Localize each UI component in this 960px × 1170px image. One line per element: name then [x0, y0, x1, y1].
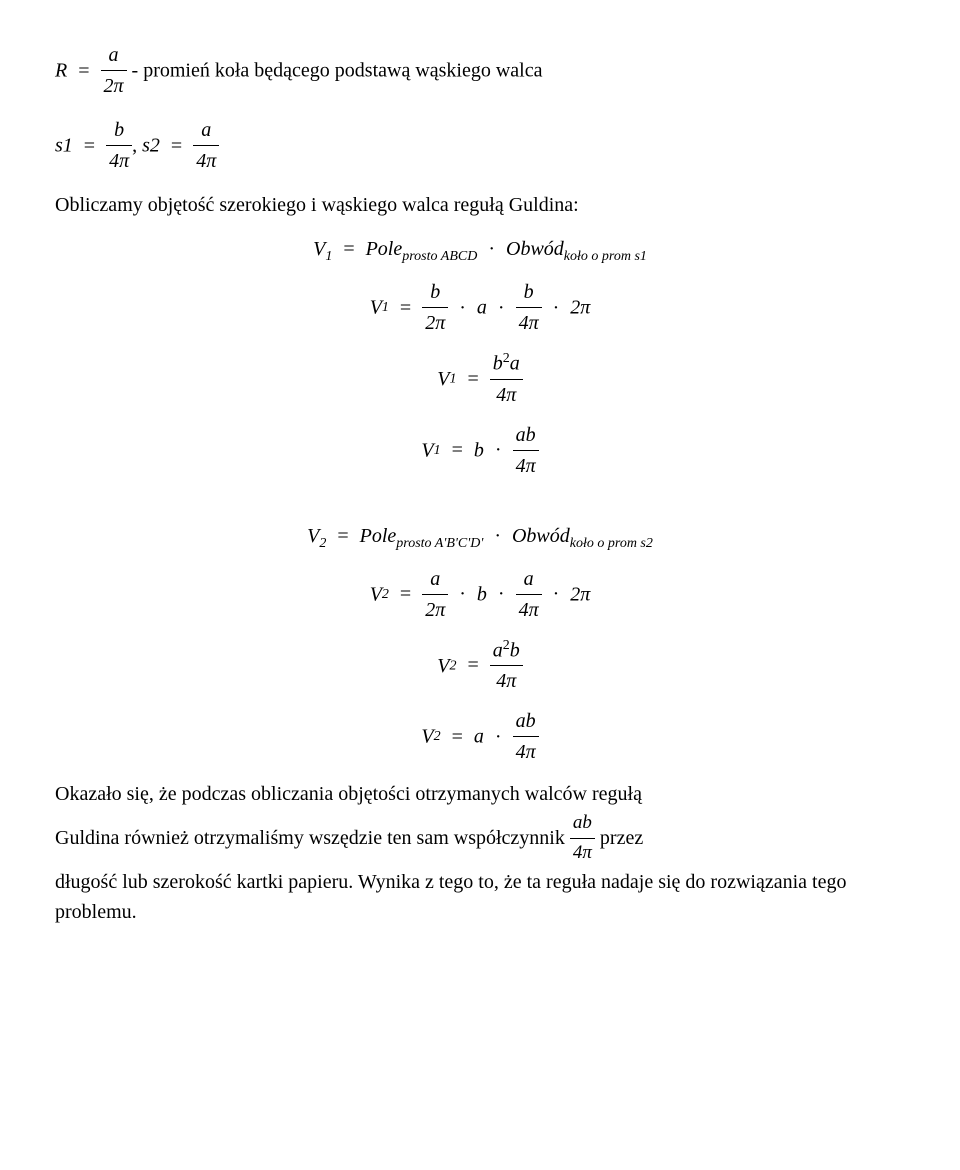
- var-V: V: [313, 238, 325, 260]
- eq-V2-expanded: V2 = a 2π · b · a 4π · 2π: [55, 564, 905, 625]
- conclusion-paragraph: Okazało się, że podczas obliczania objęt…: [55, 779, 905, 927]
- frac-ab-over-4pi-2: ab 4π: [513, 706, 539, 767]
- conclusion-line-2a: Guldina również otrzymaliśmy wszędzie te…: [55, 827, 570, 849]
- sub-kolo-s2: koło o prom s2: [570, 536, 653, 551]
- eq-V1-pole-obw: V1 = Poleprosto ABCD · Obwódkoło o prom …: [55, 234, 905, 267]
- Obwod: Obwód: [506, 238, 564, 260]
- sub-prosto-abcd: prosto ABCD: [402, 249, 477, 264]
- frac-a-over-4pi: a 4π: [193, 115, 219, 176]
- eq-V2-a2b: V2 = a2b 4π: [55, 635, 905, 697]
- eq: =: [165, 135, 188, 157]
- eq-V2-pole-obw: V2 = Poleprosto A'B'C'D' · Obwódkoło o p…: [55, 521, 905, 554]
- frac-a-over-2pi-2: a 2π: [422, 564, 448, 625]
- conclusion-line-1: Okazało się, że podczas obliczania objęt…: [55, 783, 642, 805]
- eq-V2-a-ab4pi: V2 = a · ab 4π: [55, 706, 905, 767]
- frac-a-over-4pi-2: a 4π: [516, 564, 542, 625]
- text-R-suffix: - promień koła będącego podstawą wąskieg…: [132, 60, 543, 82]
- var-s1: s1: [55, 135, 73, 157]
- frac-ab-over-4pi-inline: ab 4π: [570, 809, 595, 867]
- line-intro-guldin: Obliczamy objętość szerokiego i wąskiego…: [55, 190, 905, 220]
- conclusion-line-3: długość lub szerokość kartki papieru. Wy…: [55, 871, 846, 923]
- eq-V1-b2a: V1 = b2a 4π: [55, 348, 905, 410]
- frac-b-over-2pi: b 2π: [422, 277, 448, 338]
- eq-V1-expanded: V1 = b 2π · a · b 4π · 2π: [55, 277, 905, 338]
- comma: ,: [132, 135, 142, 157]
- eq: =: [78, 135, 101, 157]
- eq-V1-b-ab4pi: V1 = b · ab 4π: [55, 420, 905, 481]
- frac-b-over-4pi-2: b 4π: [516, 277, 542, 338]
- line-R-definition: R = a 2π - promień koła będącego podstaw…: [55, 40, 905, 101]
- eq: =: [72, 60, 95, 82]
- sub-kolo-s1: koło o prom s1: [564, 249, 647, 264]
- Pole: Pole: [366, 238, 403, 260]
- var-R: R: [55, 60, 67, 82]
- var-s2: s2: [142, 135, 160, 157]
- conclusion-line-2b: przez: [600, 827, 643, 849]
- frac-a-over-2pi: a 2π: [101, 40, 127, 101]
- frac-a2b-over-4pi: a2b 4π: [490, 635, 523, 697]
- frac-b2a-over-4pi: b2a 4π: [490, 348, 523, 410]
- line-s1-s2: s1 = b 4π , s2 = a 4π: [55, 115, 905, 176]
- frac-b-over-4pi: b 4π: [106, 115, 132, 176]
- sub-1: 1: [325, 249, 332, 264]
- sub-prosto-abcd-prime: prosto A'B'C'D': [396, 536, 483, 551]
- frac-ab-over-4pi: ab 4π: [513, 420, 539, 481]
